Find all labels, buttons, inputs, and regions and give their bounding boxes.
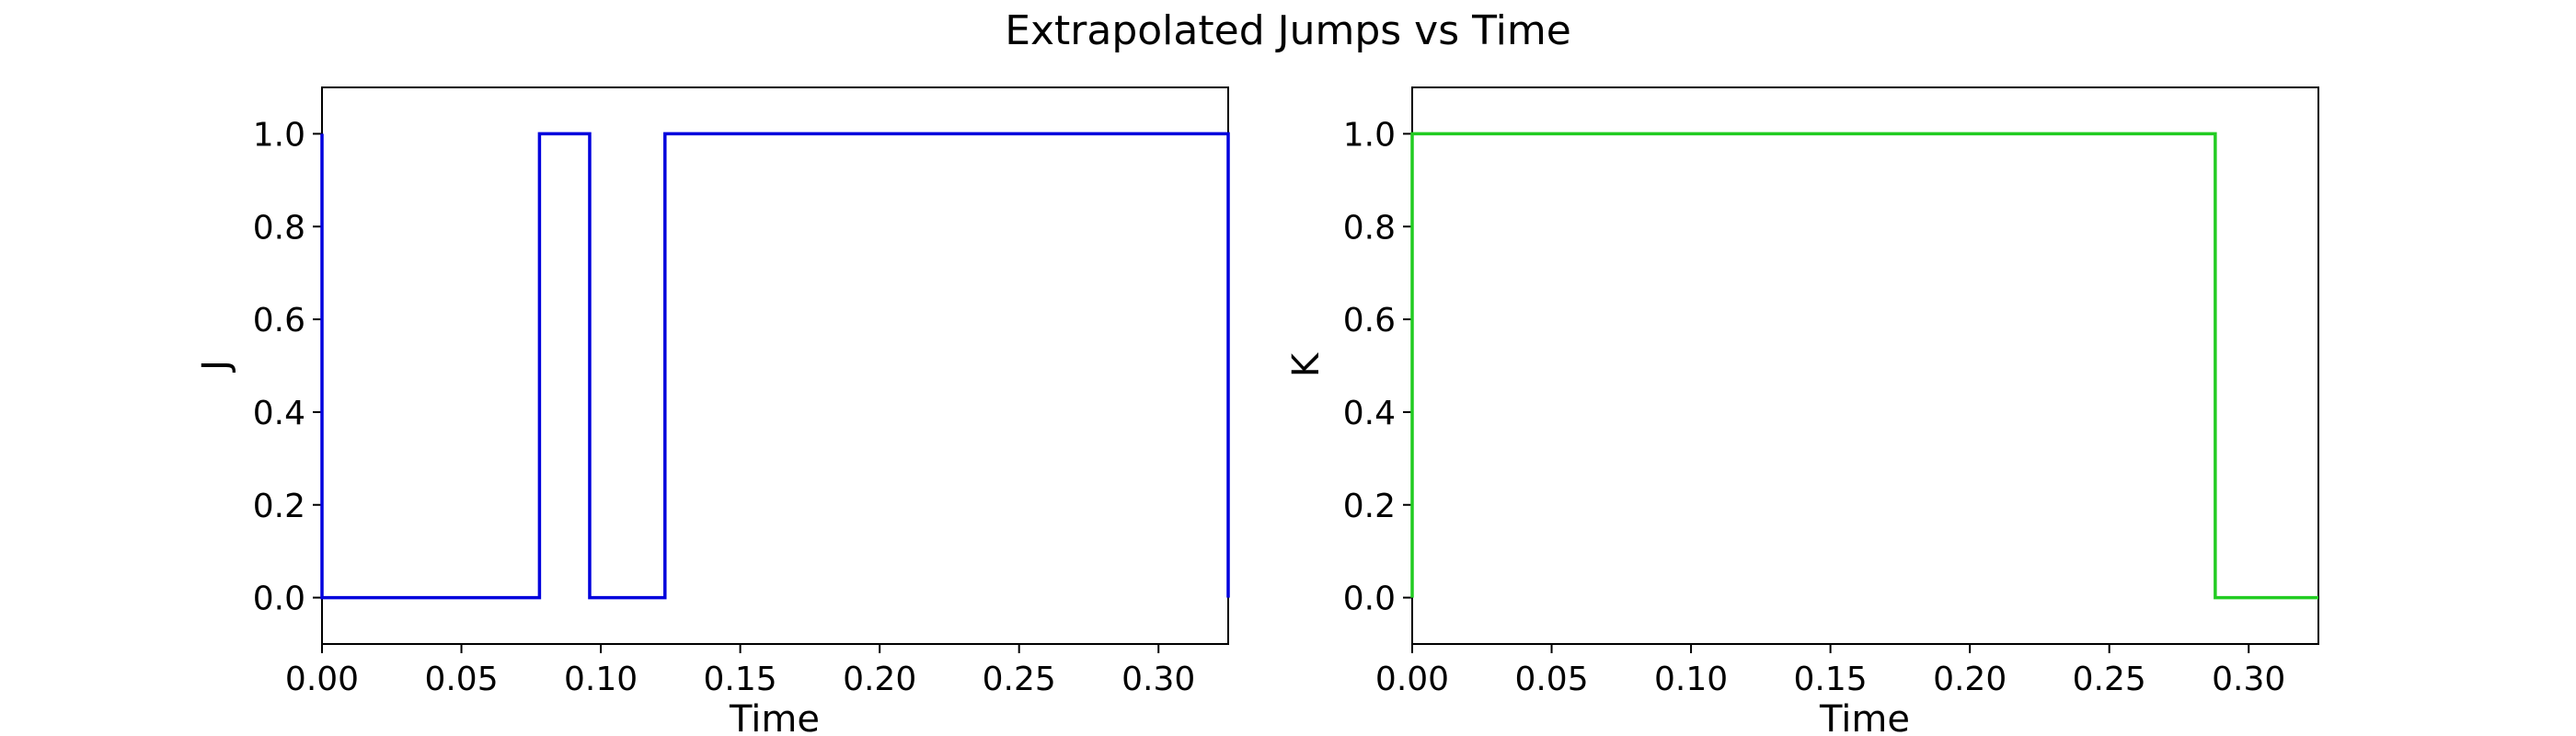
y-tick-label-j-0: 0.0: [253, 581, 305, 618]
x-ticks-j: 0.00 0.05 0.10 0.15 0.20 0.25 0.30: [285, 644, 1195, 698]
y-tick-label-j-5: 1.0: [253, 116, 305, 154]
chart-panel-k: Time K 0.00 0.05 0.10 0.15 0.20 0.25 0.30 0.00…: [1285, 86, 2319, 736]
y-tick-label-j-2: 0.4: [253, 395, 305, 432]
y-axis-label-j: J: [195, 360, 237, 374]
series-line-k-0: [1410, 132, 2318, 600]
y-tick-label-k-2: 0.4: [1343, 395, 1396, 432]
x-tick-label-j-6: 0.30: [1121, 661, 1195, 698]
figure-title: Extrapolated Jumps vs Time: [1005, 7, 1571, 54]
series-k: [1410, 132, 2318, 600]
chart-panel-j: Time J 0.00 0.05 0.10 0.15 0.20 0.25 0.30 0.00…: [195, 86, 1230, 736]
x-axis-label-j: Time: [729, 698, 820, 736]
x-tick-label-j-0: 0.00: [285, 661, 359, 698]
x-tick-label-j-1: 0.05: [424, 661, 498, 698]
x-tick-label-j-2: 0.10: [564, 661, 638, 698]
y-tick-label-j-4: 0.8: [253, 209, 305, 247]
y-tick-label-k-3: 0.6: [1343, 302, 1396, 339]
y-tick-label-j-1: 0.2: [253, 488, 305, 525]
x-tick-label-k-4: 0.20: [1933, 661, 2007, 698]
y-ticks-j: 0.0 0.2 0.4 0.6 0.8 1.0: [253, 116, 322, 618]
series-j: [320, 132, 1230, 600]
x-tick-label-k-6: 0.30: [2212, 661, 2285, 698]
y-ticks-k: 0.0 0.2 0.4 0.6 0.8 1.0: [1343, 116, 1412, 618]
y-tick-label-k-1: 0.2: [1343, 488, 1396, 525]
y-axis-label-k: K: [1285, 351, 1328, 377]
x-tick-label-k-0: 0.00: [1375, 661, 1449, 698]
x-axis-label-k: Time: [1819, 698, 1910, 736]
x-tick-label-k-2: 0.10: [1654, 661, 1728, 698]
x-ticks-k: 0.00 0.05 0.10 0.15 0.20 0.25 0.30: [1375, 644, 2285, 698]
series-line-j-0: [320, 132, 1230, 600]
x-tick-label-j-3: 0.15: [704, 661, 777, 698]
x-tick-label-k-5: 0.25: [2073, 661, 2146, 698]
y-tick-label-k-5: 1.0: [1343, 116, 1396, 154]
x-tick-label-k-1: 0.05: [1514, 661, 1588, 698]
x-tick-label-j-5: 0.25: [983, 661, 1056, 698]
y-tick-label-j-3: 0.6: [253, 302, 305, 339]
x-tick-label-j-4: 0.20: [843, 661, 916, 698]
y-tick-label-k-0: 0.0: [1343, 581, 1396, 618]
y-tick-label-k-4: 0.8: [1343, 209, 1396, 247]
x-tick-label-k-3: 0.15: [1794, 661, 1868, 698]
